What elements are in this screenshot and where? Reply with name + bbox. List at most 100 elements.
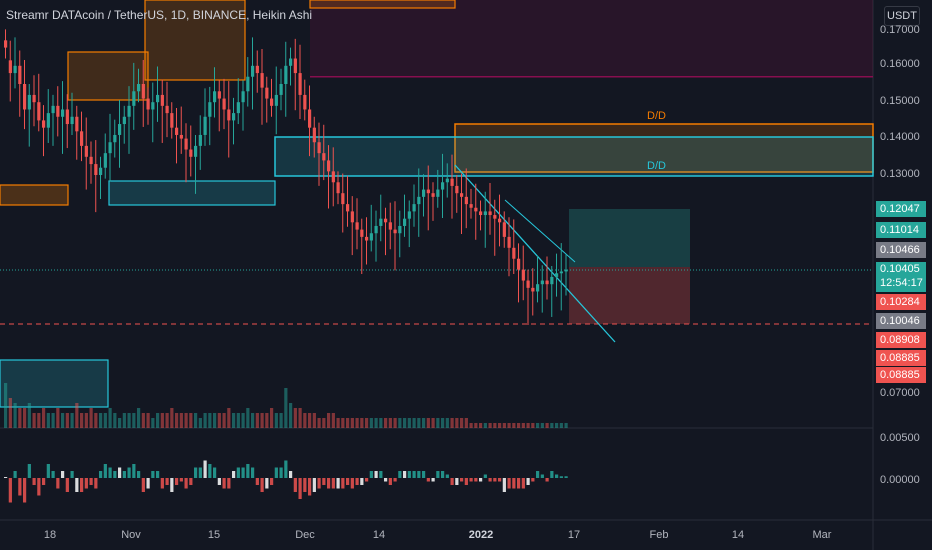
candle-body — [360, 229, 364, 237]
candle-body — [502, 222, 506, 237]
volume-bar — [222, 413, 226, 428]
indicator-bar — [526, 478, 530, 485]
indicator-bar — [407, 471, 411, 478]
candle-body — [555, 273, 559, 277]
candle-body — [70, 116, 74, 125]
volume-bar — [289, 403, 293, 428]
candle-body — [75, 116, 79, 132]
candle-body — [99, 167, 103, 175]
volume-bar — [336, 418, 340, 428]
volume-bar — [303, 413, 307, 428]
volume-bar — [284, 388, 288, 428]
volume-bar — [236, 413, 240, 428]
indicator-bar — [51, 471, 55, 478]
volume-bar — [474, 423, 478, 428]
volume-bar — [374, 418, 378, 428]
indicator-bar — [517, 478, 521, 489]
indicator-bar — [255, 478, 259, 485]
candle-body — [445, 178, 449, 183]
indicator-bar — [208, 464, 212, 478]
candle-body — [203, 116, 207, 135]
candle-body — [422, 189, 426, 197]
volume-bar — [84, 413, 88, 428]
indicator-bar — [498, 478, 502, 482]
indicator-bar — [213, 467, 217, 478]
indicator-bar — [365, 478, 369, 482]
indicator-bar — [141, 478, 145, 492]
candle-body — [32, 94, 36, 103]
candle-body — [384, 218, 388, 223]
volume-bar — [483, 423, 487, 428]
volume-bar — [507, 423, 511, 428]
countdown-label: 12:54:17 — [880, 277, 923, 289]
candle-body — [293, 58, 297, 74]
price-tag-target: 0.12047 — [876, 201, 926, 217]
volume-bar — [160, 413, 164, 428]
indicator-bar — [165, 478, 169, 485]
time-tick: Dec — [295, 529, 315, 541]
price-tag: 0.08885 — [876, 367, 926, 383]
indicator-bar — [132, 464, 136, 478]
time-tick: Mar — [812, 529, 832, 541]
indicator-bar — [436, 471, 440, 478]
candle-body — [550, 276, 554, 285]
candle-body — [526, 280, 530, 288]
indicator-bar — [156, 471, 160, 478]
volume-bar — [559, 423, 563, 428]
indicator-bar — [393, 478, 397, 482]
candle-body — [217, 91, 221, 99]
time-tick-year: 2022 — [468, 529, 494, 541]
indicator-bar — [379, 471, 383, 478]
price-tag-stop: 0.10046 — [876, 313, 926, 329]
volume-bar — [445, 418, 449, 428]
volume-bar — [37, 413, 41, 428]
indicator-bar — [4, 477, 8, 478]
volume-bar — [331, 413, 335, 428]
currency-button[interactable]: USDT — [884, 6, 920, 26]
candle-body — [113, 134, 117, 143]
candle-body — [198, 134, 202, 146]
candle-body — [241, 91, 245, 103]
volume-bar — [293, 408, 297, 428]
candle-body — [322, 153, 326, 161]
volume-bar — [369, 418, 373, 428]
indicator-bar — [113, 471, 117, 478]
candle-body — [460, 193, 464, 197]
price-tag: 0.10466 — [876, 242, 926, 258]
volume-bar — [517, 423, 521, 428]
volume-bar — [170, 408, 174, 428]
price-tag: 0.10284 — [876, 294, 926, 310]
candle-body — [94, 164, 98, 175]
volume-bar — [4, 383, 8, 428]
indicator-bar — [127, 467, 131, 478]
indicator-bar — [65, 478, 69, 492]
price-tick: 0.16000 — [880, 58, 920, 70]
indicator-bar — [360, 478, 364, 485]
indicator-bar — [99, 471, 103, 478]
candle-body — [42, 120, 46, 128]
candle-body — [160, 94, 164, 106]
volume-bar — [488, 423, 492, 428]
indicator-bar — [350, 478, 354, 489]
indicator-bar — [322, 478, 326, 485]
candle-body — [308, 109, 312, 128]
volume-bar — [70, 413, 74, 428]
candle-body — [141, 84, 145, 99]
volume-bar — [65, 413, 69, 428]
volume-bar — [545, 423, 549, 428]
volume-bar — [94, 413, 98, 428]
volume-bar — [18, 408, 22, 428]
volume-bar — [365, 418, 369, 428]
volume-bar — [536, 423, 540, 428]
volume-bar — [141, 413, 145, 428]
volume-bar — [431, 418, 435, 428]
volume-bar — [407, 418, 411, 428]
volume-bar — [417, 418, 421, 428]
candle-body — [156, 94, 160, 103]
volume-zone — [0, 359, 109, 408]
candle-body — [483, 211, 487, 216]
indicator-bar — [217, 478, 221, 485]
indicator-bar — [46, 464, 50, 478]
candle-body — [184, 138, 188, 150]
